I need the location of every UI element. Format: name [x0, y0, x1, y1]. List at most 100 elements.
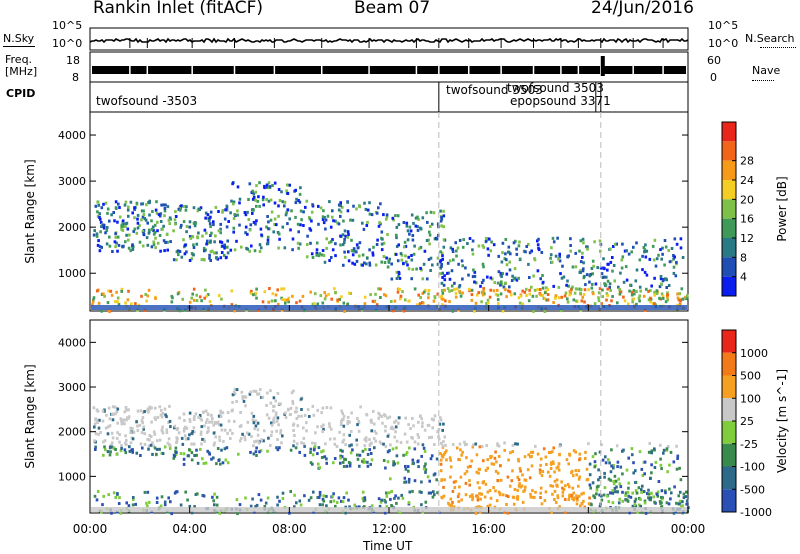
data-point	[212, 251, 216, 255]
data-point	[403, 480, 406, 484]
data-point	[272, 230, 275, 234]
site-title: Rankin Inlet (fitACF)	[93, 0, 264, 18]
data-point	[194, 412, 198, 416]
data-point	[362, 458, 366, 462]
data-point	[470, 288, 474, 292]
data-point	[589, 486, 592, 490]
data-point	[386, 450, 390, 454]
data-point	[386, 416, 389, 420]
data-point	[294, 188, 297, 192]
data-point	[417, 293, 420, 297]
data-point	[147, 201, 150, 204]
data-point	[120, 289, 123, 293]
data-point	[355, 443, 359, 447]
data-point	[383, 498, 386, 502]
data-point	[298, 192, 302, 196]
ytick-label: 2000	[58, 221, 86, 234]
data-point	[113, 405, 117, 409]
data-point	[309, 290, 312, 294]
data-point	[347, 259, 351, 263]
nsearch-ytick-top: 10^5	[708, 19, 739, 32]
data-point	[533, 257, 536, 261]
data-point	[102, 440, 105, 444]
data-point	[163, 407, 167, 411]
data-point	[193, 224, 197, 228]
data-point	[558, 452, 561, 456]
data-point	[146, 504, 149, 508]
data-point	[342, 433, 346, 437]
data-point	[657, 253, 660, 257]
data-point	[256, 439, 260, 443]
data-point	[473, 270, 477, 274]
data-point	[508, 484, 512, 488]
data-point	[370, 420, 373, 424]
data-point	[527, 299, 531, 303]
data-point	[430, 222, 434, 226]
data-point	[251, 197, 255, 201]
data-point	[273, 181, 277, 185]
data-point	[511, 469, 514, 473]
data-point	[341, 440, 344, 444]
data-point	[147, 447, 150, 451]
data-point	[380, 442, 383, 446]
data-point	[202, 246, 206, 250]
data-point	[667, 284, 671, 287]
data-point	[577, 469, 581, 473]
data-point	[291, 248, 294, 252]
data-point	[490, 462, 494, 466]
data-point	[366, 220, 369, 224]
data-point	[495, 460, 498, 464]
data-point	[270, 421, 273, 425]
data-point	[439, 418, 443, 422]
data-point	[184, 490, 187, 494]
data-point	[364, 447, 367, 451]
data-point	[626, 498, 629, 502]
data-point	[512, 496, 516, 500]
data-point	[153, 446, 157, 450]
data-point	[193, 505, 196, 509]
data-point	[578, 249, 581, 253]
data-point	[154, 208, 158, 212]
data-point	[410, 213, 414, 217]
data-point	[312, 490, 315, 494]
data-point	[293, 505, 296, 509]
data-point	[295, 501, 298, 505]
data-point	[208, 256, 211, 260]
data-point	[395, 233, 398, 237]
data-point	[356, 416, 359, 420]
data-point	[672, 265, 676, 269]
data-point	[582, 267, 585, 271]
data-point	[572, 449, 576, 453]
data-point	[681, 297, 685, 301]
data-point	[515, 247, 518, 251]
data-point	[140, 218, 143, 222]
data-point	[685, 502, 688, 506]
data-point	[492, 462, 496, 466]
data-point	[297, 414, 300, 418]
data-point	[631, 504, 635, 508]
data-point	[265, 242, 269, 246]
data-point	[558, 252, 561, 256]
data-point	[464, 481, 468, 485]
data-point	[270, 210, 274, 214]
data-point	[438, 260, 442, 264]
data-point	[175, 441, 178, 445]
data-point	[174, 446, 178, 450]
data-point	[436, 256, 440, 260]
data-point	[351, 218, 355, 222]
data-point	[520, 484, 524, 488]
data-point	[292, 439, 296, 443]
nave-dots	[752, 80, 774, 81]
data-point	[145, 236, 149, 240]
data-point	[468, 287, 471, 291]
data-point	[264, 501, 268, 505]
data-point	[418, 247, 421, 251]
data-point	[605, 298, 608, 302]
data-point	[440, 297, 444, 301]
data-point	[613, 486, 617, 490]
data-point	[166, 248, 169, 252]
data-point	[617, 501, 621, 505]
data-point	[269, 389, 272, 393]
data-point	[166, 240, 169, 244]
data-point	[393, 299, 397, 303]
